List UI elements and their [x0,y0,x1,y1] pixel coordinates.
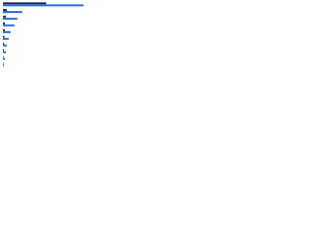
bar [3,11,23,14]
bar [3,42,4,45]
bar [3,29,5,32]
bar [3,9,7,12]
bar [3,2,47,5]
bar [3,64,4,67]
bar [3,24,15,27]
page: {"chart_data": {"type": "hbar", "categor… [0,0,100,71]
bar [3,49,4,52]
chart [3,2,84,67]
bar [3,22,5,25]
bar [3,51,6,54]
bar [3,57,5,60]
bar [3,31,11,34]
bar [3,4,84,7]
bar [3,35,5,38]
bar [3,44,7,47]
bar [3,15,6,18]
bar [3,17,18,20]
bar [3,37,9,40]
